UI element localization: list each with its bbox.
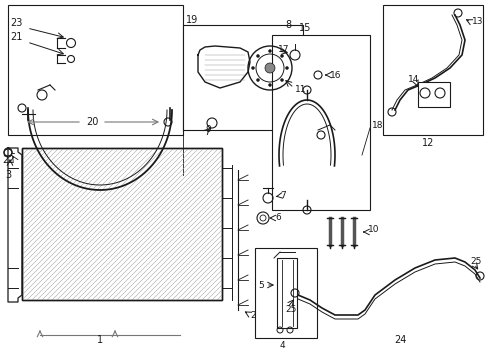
Circle shape	[280, 54, 283, 58]
Circle shape	[256, 54, 259, 58]
Text: 23: 23	[10, 18, 22, 28]
Text: 6: 6	[274, 213, 280, 222]
Bar	[183, 25, 303, 130]
Text: 22: 22	[2, 155, 15, 165]
Text: 9: 9	[204, 126, 210, 135]
Text: 3: 3	[5, 170, 11, 180]
Bar	[22, 148, 222, 300]
Circle shape	[256, 78, 259, 81]
Text: 8: 8	[285, 20, 290, 30]
Text: 2: 2	[249, 310, 255, 320]
Circle shape	[285, 67, 288, 69]
Text: 14: 14	[407, 76, 419, 85]
Bar	[276, 258, 296, 328]
Text: 13: 13	[471, 18, 483, 27]
Text: 10: 10	[367, 225, 379, 234]
Text: 18: 18	[371, 121, 383, 130]
Text: 5: 5	[258, 280, 263, 289]
Text: 16: 16	[329, 71, 341, 80]
Circle shape	[264, 63, 274, 73]
Bar	[382, 5, 482, 135]
Text: 25: 25	[469, 257, 480, 266]
Text: 7: 7	[280, 190, 285, 199]
Text: 20: 20	[85, 117, 98, 127]
Bar	[254, 248, 316, 338]
Text: 24: 24	[393, 335, 406, 345]
Bar	[417, 82, 449, 107]
Text: 1: 1	[97, 335, 103, 345]
Text: 15: 15	[298, 23, 310, 33]
Text: 21: 21	[10, 32, 22, 42]
Text: 4: 4	[279, 341, 284, 350]
Text: 19: 19	[185, 15, 198, 25]
Bar	[8, 5, 183, 135]
Text: 17: 17	[278, 45, 289, 54]
Text: 12: 12	[421, 138, 433, 148]
Circle shape	[268, 84, 271, 86]
Text: 25: 25	[285, 306, 296, 315]
Circle shape	[268, 49, 271, 53]
Circle shape	[251, 67, 254, 69]
Text: 11: 11	[294, 85, 306, 94]
Bar	[22, 148, 222, 300]
Bar	[271, 35, 369, 210]
Circle shape	[280, 78, 283, 81]
